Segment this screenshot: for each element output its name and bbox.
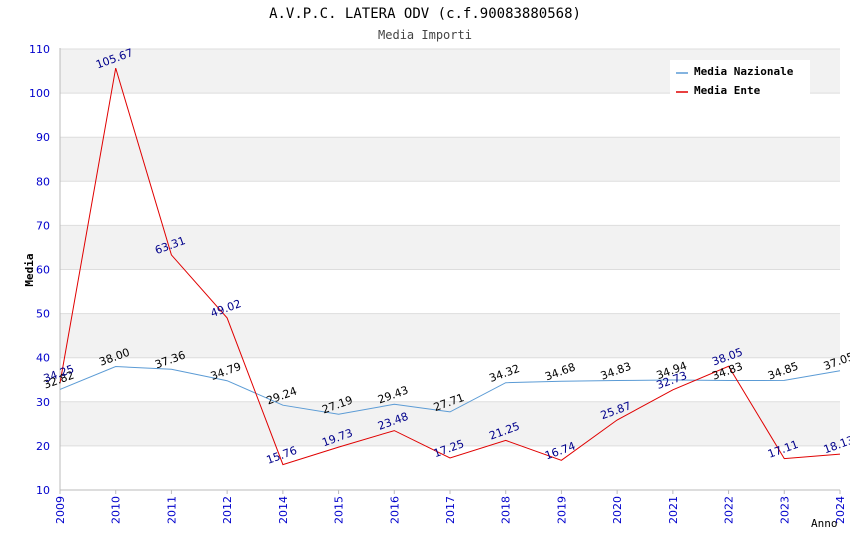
x-tick-label: 2016 (388, 496, 401, 524)
x-axis-ticks: 2009 2010 2011 2012 2014 2015 2016 2017 2018 2019… (54, 490, 847, 524)
y-tick-label: 110 (29, 43, 50, 56)
data-label: 15.76 (265, 444, 299, 467)
x-tick-label: 2020 (611, 496, 624, 524)
y-axis-label: Media (23, 253, 36, 286)
x-tick-label: 2010 (110, 496, 123, 524)
x-tick-label: 2018 (500, 496, 513, 524)
data-label: 34.68 (543, 360, 577, 383)
legend: Media Nazionale Media Ente (670, 60, 810, 98)
y-tick-label: 100 (29, 87, 50, 100)
background-band (60, 313, 840, 358)
y-tick-label: 60 (36, 264, 50, 277)
x-tick-label: 2012 (221, 496, 234, 524)
y-tick-label: 50 (36, 308, 50, 321)
y-tick-label: 80 (36, 175, 50, 188)
x-axis-label: Anno (811, 517, 838, 530)
x-tick-label: 2017 (444, 496, 457, 524)
x-tick-label: 2023 (778, 496, 791, 524)
background-band (60, 401, 840, 446)
chart-title: A.V.P.C. LATERA ODV (c.f.90083880568) (269, 6, 581, 22)
data-label: 34.83 (599, 360, 633, 383)
series-line-ente (59, 67, 841, 466)
x-tick-label: 2014 (277, 496, 290, 524)
legend-label-nazionale: Media Nazionale (694, 65, 794, 78)
x-tick-label: 2019 (555, 496, 568, 524)
y-tick-label: 90 (36, 131, 50, 144)
background-bands (60, 49, 840, 446)
x-tick-label: 2022 (723, 496, 736, 524)
x-tick-label: 2009 (54, 496, 67, 524)
legend-label-ente: Media Ente (694, 84, 761, 97)
data-label: 34.85 (766, 360, 800, 383)
x-tick-label: 2011 (165, 496, 178, 524)
data-label: 34.79 (209, 360, 243, 383)
background-band (60, 225, 840, 270)
chart-subtitle: Media Importi (378, 28, 472, 42)
series-lines (59, 67, 841, 466)
gridlines (60, 48, 840, 491)
x-tick-label: 2024 (834, 496, 847, 524)
legend-box (670, 60, 810, 98)
y-axis-ticks: 10 20 30 40 50 60 70 80 90 100 110 (29, 43, 50, 497)
y-tick-label: 40 (36, 352, 50, 365)
x-tick-label: 2015 (333, 496, 346, 524)
series-line-nazionale (59, 365, 841, 415)
background-band (60, 137, 840, 182)
y-tick-label: 20 (36, 440, 50, 453)
data-label: 34.32 (487, 362, 521, 385)
y-tick-label: 70 (36, 219, 50, 232)
y-tick-label: 10 (36, 484, 50, 497)
y-tick-label: 30 (36, 396, 50, 409)
x-tick-label: 2021 (667, 496, 680, 524)
